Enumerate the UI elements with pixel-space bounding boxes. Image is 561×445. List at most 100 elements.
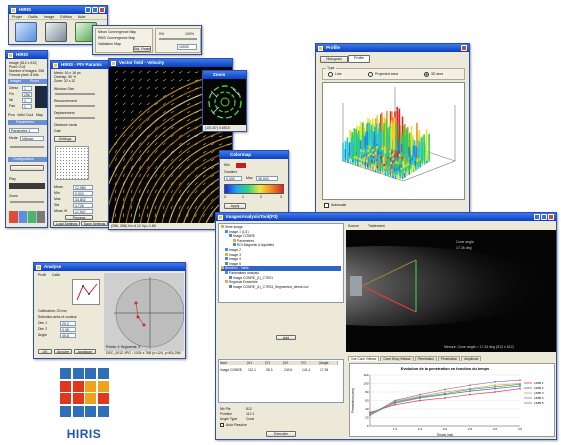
colormap-apply-button[interactable]: Apply xyxy=(224,203,246,209)
tab-profile[interactable]: Profile xyxy=(348,55,370,63)
config-button[interactable] xyxy=(10,165,44,171)
tab-coul[interactable]: Coul xyxy=(26,113,34,117)
mode-select[interactable]: Vitesse xyxy=(20,136,44,141)
tab-valid[interactable]: Valid xyxy=(17,113,25,117)
tab-proc[interactable]: Proc xyxy=(8,113,16,117)
menu-edition[interactable]: Edition xyxy=(60,15,73,19)
settings-button[interactable]: Settings xyxy=(54,136,76,142)
tree-item[interactable]: Parametres xyxy=(221,238,341,244)
debut-field[interactable]: 1 xyxy=(22,86,32,91)
pas-field[interactable]: 1 xyxy=(22,104,32,109)
deplacement-slider[interactable] xyxy=(55,117,95,119)
cube-icon[interactable] xyxy=(45,22,67,42)
mode-slider[interactable] xyxy=(10,146,44,148)
close-button[interactable] xyxy=(99,7,105,13)
small-tab-calib[interactable]: Calib xyxy=(52,273,60,277)
colormap-titlebar[interactable]: Colormap xyxy=(220,151,288,159)
tree-item[interactable]: Image CONRE xyxy=(221,234,341,239)
option-rms-map[interactable]: RMS Convergence Map xyxy=(98,36,136,40)
close-button[interactable] xyxy=(461,45,467,51)
option-mean-map[interactable]: Mean Convergence Map xyxy=(98,30,137,34)
small-ok-button[interactable]: OK xyxy=(38,349,52,354)
radio-projected-icon[interactable] xyxy=(368,72,373,77)
tree-item[interactable]: Image 1 (1/1) xyxy=(221,229,341,235)
dim2-field[interactable]: 0.45 xyxy=(60,327,76,332)
menu-outils[interactable]: Outils xyxy=(27,15,38,19)
auto-resolve-checkbox[interactable] xyxy=(220,423,224,427)
minimize-button[interactable] xyxy=(85,7,91,13)
tab-histogram[interactable]: Histogram xyxy=(320,56,348,63)
add-button[interactable]: Add xyxy=(276,335,296,340)
nb-field[interactable]: 1 xyxy=(22,98,32,103)
piv-titlebar[interactable]: HIRIS - PIV Params xyxy=(51,61,109,69)
small-tab-profil[interactable]: Profil xyxy=(38,273,46,277)
tree-item[interactable]: Paramaters analysis xyxy=(221,270,341,276)
zoom-titlebar[interactable]: Zoom xyxy=(203,71,246,79)
small-titlebar[interactable]: Analyse xyxy=(34,263,185,271)
tree-item[interactable]: Image 4 xyxy=(221,257,341,262)
tree-item[interactable]: Image 5 xyxy=(221,261,341,267)
tree-item[interactable]: Serie Image xyxy=(221,225,341,230)
colormap-bar[interactable] xyxy=(224,184,284,194)
process-button[interactable]: Process xyxy=(65,215,93,220)
min-color-swatch[interactable] xyxy=(236,163,246,168)
project-tree[interactable] xyxy=(218,223,344,303)
small-cancel-button[interactable]: Annuler xyxy=(54,349,72,354)
analysis-titlebar[interactable]: ImagesAnalysisTool(P3) xyxy=(216,213,556,221)
table-row[interactable]: Image CONRE 112.1 98.3 243.6 141.4 17.26 xyxy=(220,368,342,373)
zoom-canvas[interactable] xyxy=(203,79,246,125)
profile-3d-plot[interactable] xyxy=(322,82,465,200)
tree-item[interactable]: ROI Magnetic & liquidites xyxy=(221,243,341,248)
tab-map[interactable]: Map xyxy=(36,113,43,117)
recouvrement-slider[interactable] xyxy=(55,105,95,107)
plot-tab[interactable]: Cone Dlroy Vitesse xyxy=(380,356,414,361)
option-validation-map[interactable]: Validation Map xyxy=(98,42,121,46)
play-controls[interactable] xyxy=(9,183,45,189)
open-image-icon[interactable] xyxy=(15,22,37,42)
tree-item[interactable]: Regional Ensemble xyxy=(221,280,341,285)
small-apply-button[interactable]: Appliquer xyxy=(74,349,96,354)
plot-tab[interactable]: Amplitude xyxy=(461,356,482,361)
plot-tab[interactable]: Penetration xyxy=(437,356,461,361)
load-settings-button[interactable]: Load Settings xyxy=(53,221,80,226)
parametre-select[interactable]: Parametre 1 xyxy=(9,128,39,133)
tab-traitement[interactable]: Traitement xyxy=(368,224,385,228)
angle-field[interactable]: 45.8 xyxy=(60,333,76,338)
colormap-min-value[interactable]: 0.000 xyxy=(224,176,242,181)
profile-titlebar[interactable]: Profile xyxy=(316,44,469,52)
minimize-button[interactable] xyxy=(534,214,540,220)
tab-source[interactable]: Source xyxy=(348,224,360,228)
left-panel-titlebar[interactable]: HIRIS xyxy=(6,51,47,59)
tree-item[interactable]: Image 2 xyxy=(221,247,341,253)
tool-icons[interactable] xyxy=(9,211,45,223)
threshold-value-field[interactable]: 10000 xyxy=(177,44,197,50)
penetration-chart[interactable]: Evolution de la penetration en fonction … xyxy=(349,363,555,437)
execute-button[interactable]: Executer xyxy=(266,431,296,437)
radio-3d-icon[interactable] xyxy=(424,72,429,77)
tree-item[interactable]: Image CONRE_(1)_CTR03_Segmented_dense.cs… xyxy=(221,284,341,290)
save-settings-button[interactable]: Save Settings xyxy=(81,221,108,226)
spray-image[interactable] xyxy=(346,230,556,352)
maximize-button[interactable] xyxy=(92,7,98,13)
autoscale-checkbox[interactable] xyxy=(324,203,329,208)
window-size-slider[interactable] xyxy=(55,93,95,95)
zoom-slider[interactable] xyxy=(10,201,44,203)
tree-item[interactable]: Image 3 xyxy=(221,252,341,258)
menu-projet[interactable]: Projet xyxy=(12,15,22,19)
calibration-image[interactable] xyxy=(104,273,184,351)
plot-tab[interactable]: Vue Cone Vitesse xyxy=(348,356,380,361)
calibration-plot[interactable] xyxy=(72,279,100,305)
threshold-slider[interactable] xyxy=(159,38,197,40)
measure-table[interactable] xyxy=(218,359,344,403)
fin-field[interactable]: 256 xyxy=(22,92,32,97)
plot-tab[interactable]: Penetration xyxy=(414,356,437,361)
colormap-max-value[interactable]: 35.000 xyxy=(256,176,278,181)
radio-line-icon[interactable] xyxy=(328,72,333,77)
vector-titlebar[interactable]: Vector field - Velocity xyxy=(109,59,232,67)
menu-aide[interactable]: Aide xyxy=(77,15,86,19)
tree-item[interactable]: Image CONRE_(1)_CTR01 xyxy=(221,275,341,281)
std-peaks-button[interactable]: Std. Peaks xyxy=(133,46,151,52)
close-button[interactable] xyxy=(548,214,554,220)
maximize-button[interactable] xyxy=(541,214,547,220)
dim1-field[interactable]: 20.2 xyxy=(60,321,76,326)
